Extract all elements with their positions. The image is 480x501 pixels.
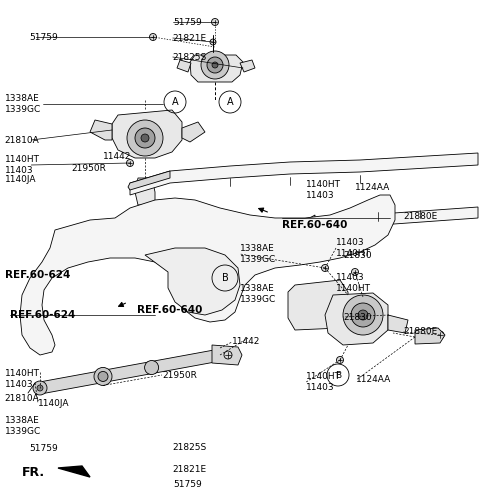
Text: 21950R: 21950R (162, 371, 197, 379)
Text: 21810A: 21810A (5, 135, 39, 144)
Text: 1124AA: 1124AA (356, 376, 391, 384)
Text: 51759: 51759 (173, 480, 202, 489)
Circle shape (351, 269, 359, 276)
Circle shape (212, 19, 218, 26)
Circle shape (127, 159, 133, 166)
Text: 1140HT
11403: 1140HT 11403 (5, 155, 40, 175)
Circle shape (351, 303, 375, 327)
Text: REF.60-624: REF.60-624 (10, 310, 75, 320)
Circle shape (207, 57, 223, 73)
Polygon shape (310, 207, 478, 230)
Polygon shape (190, 55, 243, 82)
Text: 11403
1140HT: 11403 1140HT (336, 238, 371, 258)
Text: FR.: FR. (22, 465, 45, 478)
Circle shape (141, 134, 149, 142)
Text: 21810A: 21810A (5, 394, 39, 403)
Text: 51759: 51759 (173, 18, 202, 27)
Text: 21825S: 21825S (173, 53, 207, 62)
Text: A: A (172, 97, 178, 107)
Text: 21950R: 21950R (71, 164, 106, 173)
Polygon shape (39, 349, 221, 394)
Text: 1140JA: 1140JA (38, 398, 70, 407)
Circle shape (94, 367, 112, 385)
Text: REF.60-624: REF.60-624 (5, 270, 70, 280)
Text: 1140HT
11403: 1140HT 11403 (306, 180, 341, 200)
Circle shape (144, 361, 158, 375)
Polygon shape (308, 215, 315, 229)
Text: 21880E: 21880E (403, 328, 437, 337)
Text: 11442: 11442 (232, 338, 260, 347)
Polygon shape (388, 315, 408, 333)
Polygon shape (177, 60, 191, 72)
Text: B: B (222, 273, 228, 283)
Polygon shape (58, 466, 90, 477)
Polygon shape (415, 328, 445, 344)
Circle shape (224, 351, 232, 359)
Text: 51759: 51759 (29, 33, 58, 42)
Text: A: A (227, 97, 233, 107)
Circle shape (322, 265, 328, 272)
Text: 21821E: 21821E (173, 34, 207, 43)
Polygon shape (112, 110, 182, 158)
Text: REF.60-640: REF.60-640 (137, 305, 202, 315)
Text: 1338AE
1339GC: 1338AE 1339GC (240, 284, 276, 304)
Circle shape (336, 357, 344, 364)
Text: 21821E: 21821E (173, 465, 207, 474)
Text: 11442: 11442 (103, 152, 132, 161)
Text: 11403
1140HT: 11403 1140HT (336, 273, 371, 293)
Circle shape (37, 385, 43, 391)
Polygon shape (325, 293, 388, 345)
Text: 1140HT
11403: 1140HT 11403 (306, 372, 341, 392)
Circle shape (358, 310, 368, 320)
Circle shape (127, 120, 163, 156)
Polygon shape (130, 153, 478, 195)
Text: 21830: 21830 (343, 251, 372, 260)
Text: 21880E: 21880E (403, 212, 437, 221)
Polygon shape (212, 345, 242, 365)
Text: 1338AE
1339GC: 1338AE 1339GC (5, 94, 41, 114)
Text: 21830: 21830 (343, 313, 372, 322)
Circle shape (98, 371, 108, 381)
Polygon shape (20, 195, 395, 355)
Polygon shape (90, 120, 112, 140)
Polygon shape (182, 122, 205, 142)
Circle shape (210, 39, 216, 45)
Text: 1124AA: 1124AA (355, 183, 390, 192)
Text: 1338AE
1339GC: 1338AE 1339GC (5, 416, 41, 436)
Polygon shape (145, 248, 240, 315)
Circle shape (135, 128, 155, 148)
Circle shape (436, 331, 444, 339)
Text: 1140JA: 1140JA (5, 175, 36, 184)
Circle shape (33, 381, 47, 395)
Polygon shape (240, 60, 255, 72)
Text: 1140HT
11403: 1140HT 11403 (5, 369, 40, 389)
Text: 21825S: 21825S (173, 443, 207, 452)
Circle shape (212, 62, 218, 68)
Text: B: B (335, 371, 341, 379)
Text: 51759: 51759 (29, 444, 58, 453)
Text: REF.60-640: REF.60-640 (282, 220, 348, 230)
Polygon shape (128, 171, 170, 190)
Circle shape (149, 34, 156, 41)
Polygon shape (135, 178, 155, 205)
Circle shape (201, 51, 229, 79)
Polygon shape (288, 280, 348, 330)
Circle shape (343, 295, 383, 335)
Text: 1338AE
1339GC: 1338AE 1339GC (240, 244, 276, 264)
